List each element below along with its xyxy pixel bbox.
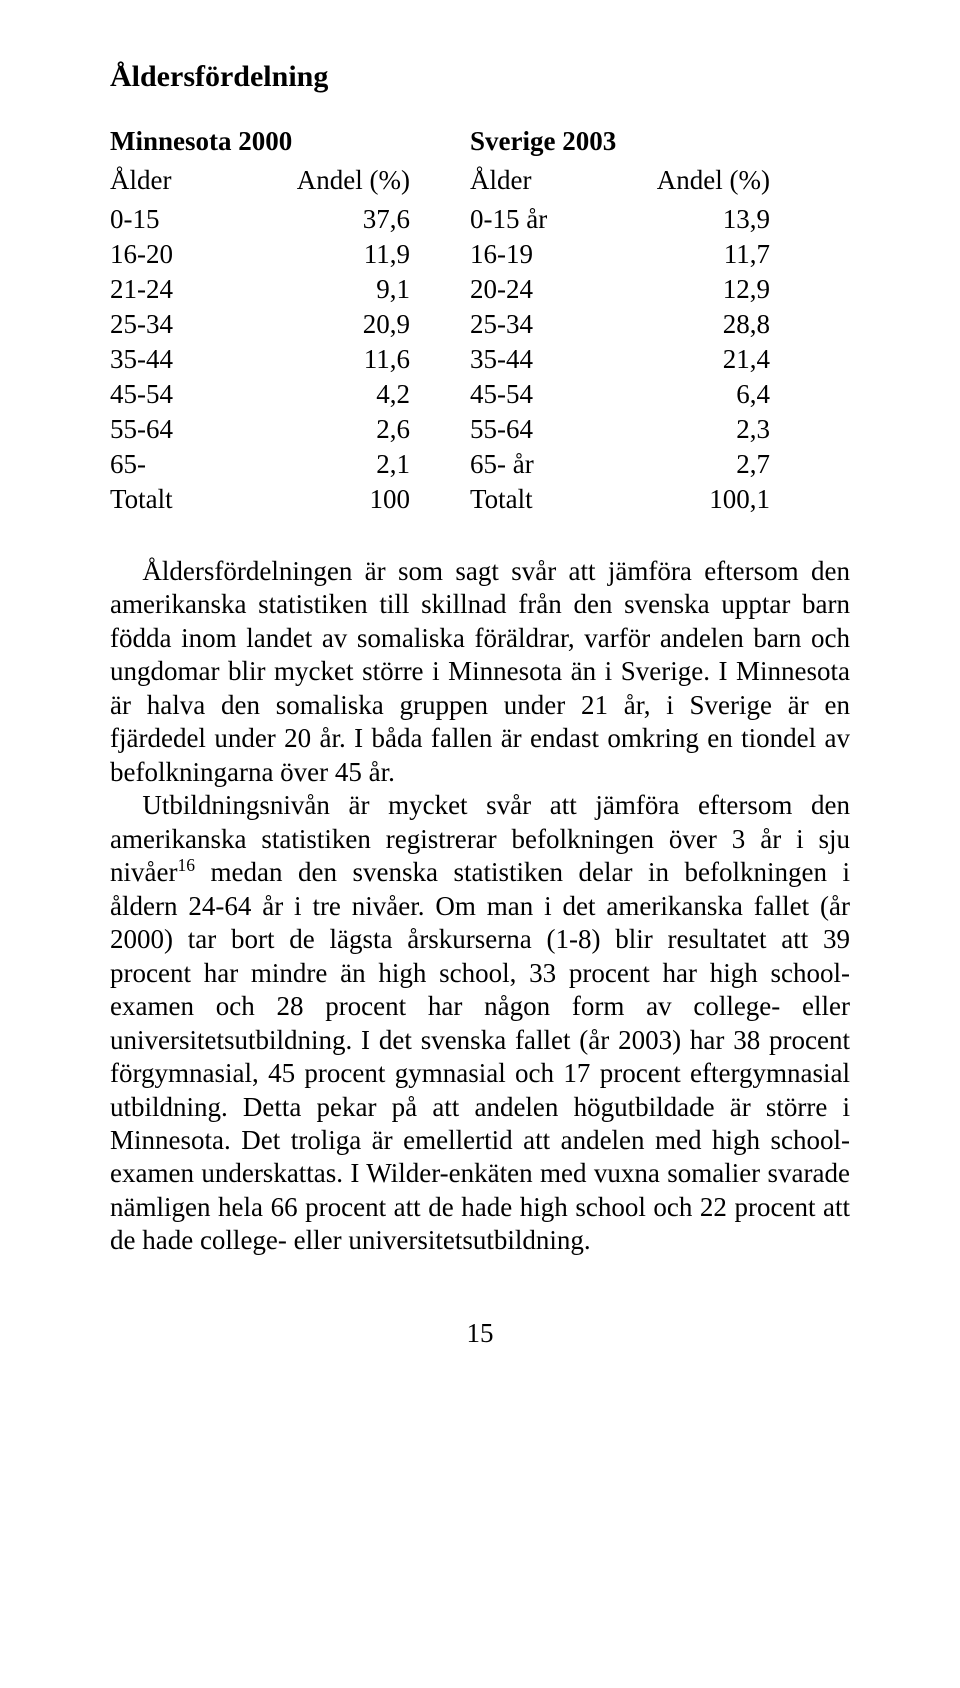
table-row: 20-2412,9 [470,272,770,307]
table-row: 65-2,1 [110,447,410,482]
cell: 16-19 [470,237,600,272]
paragraph-1: Åldersfördelningen är som sagt svår att … [110,555,850,789]
table-row: 0-15 år13,9 [470,202,770,237]
cell: 0-15 år [470,202,600,237]
table-row: 25-3420,9 [110,307,410,342]
table-title-right: Sverige 2003 [470,124,770,163]
table-row: 35-4411,6 [110,342,410,377]
cell: 25-34 [470,307,600,342]
body-text: Åldersfördelningen är som sagt svår att … [110,555,850,1258]
table-row: 55-642,6 [110,412,410,447]
paragraph-2: Utbildningsnivån är mycket svår att jämf… [110,789,850,1258]
table-row: 55-642,3 [470,412,770,447]
cell: 2,3 [600,412,770,447]
cell: 2,7 [600,447,770,482]
cell: 55-64 [470,412,600,447]
tables-container: Minnesota 2000 Ålder Andel (%) 0-1537,6 … [110,124,850,517]
table-title-left: Minnesota 2000 [110,124,410,163]
cell: 25-34 [110,307,240,342]
section-heading: Åldersfördelning [110,60,850,94]
table-row: 45-546,4 [470,377,770,412]
cell: 21-24 [110,272,240,307]
page-number: 15 [110,1318,850,1349]
cell: 21,4 [600,342,770,377]
cell: 2,6 [240,412,410,447]
table-row: 25-3428,8 [470,307,770,342]
cell: 65- år [470,447,600,482]
cell: 2,1 [240,447,410,482]
cell: 45-54 [470,377,600,412]
cell: 20,9 [240,307,410,342]
cell: 0-15 [110,202,240,237]
table-sverige: Sverige 2003 Ålder Andel (%) 0-15 år13,9… [470,124,770,517]
cell: 13,9 [600,202,770,237]
table-row: 16-2011,9 [110,237,410,272]
cell: 20-24 [470,272,600,307]
table-row: Totalt100,1 [470,482,770,517]
cell: 45-54 [110,377,240,412]
col-header: Andel (%) [600,163,770,202]
col-header: Andel (%) [240,163,410,202]
col-header: Ålder [470,163,600,202]
cell: 100,1 [600,482,770,517]
cell: Totalt [470,482,600,517]
cell: 37,6 [240,202,410,237]
table-row: 35-4421,4 [470,342,770,377]
table-row: 21-249,1 [110,272,410,307]
cell: 11,9 [240,237,410,272]
table-row: 16-1911,7 [470,237,770,272]
cell: Totalt [110,482,240,517]
table-row: 65- år2,7 [470,447,770,482]
cell: 55-64 [110,412,240,447]
col-header: Ålder [110,163,240,202]
table-row: Totalt100 [110,482,410,517]
cell: 35-44 [470,342,600,377]
cell: 4,2 [240,377,410,412]
cell: 11,7 [600,237,770,272]
cell: 9,1 [240,272,410,307]
para2-part-b: medan den svenska statistiken delar in b… [110,857,850,1255]
table-minnesota: Minnesota 2000 Ålder Andel (%) 0-1537,6 … [110,124,410,517]
cell: 35-44 [110,342,240,377]
cell: 11,6 [240,342,410,377]
footnote-ref: 16 [177,855,195,875]
cell: 100 [240,482,410,517]
cell: 28,8 [600,307,770,342]
table-row: 45-544,2 [110,377,410,412]
cell: 65- [110,447,240,482]
cell: 12,9 [600,272,770,307]
cell: 16-20 [110,237,240,272]
cell: 6,4 [600,377,770,412]
table-row: 0-1537,6 [110,202,410,237]
